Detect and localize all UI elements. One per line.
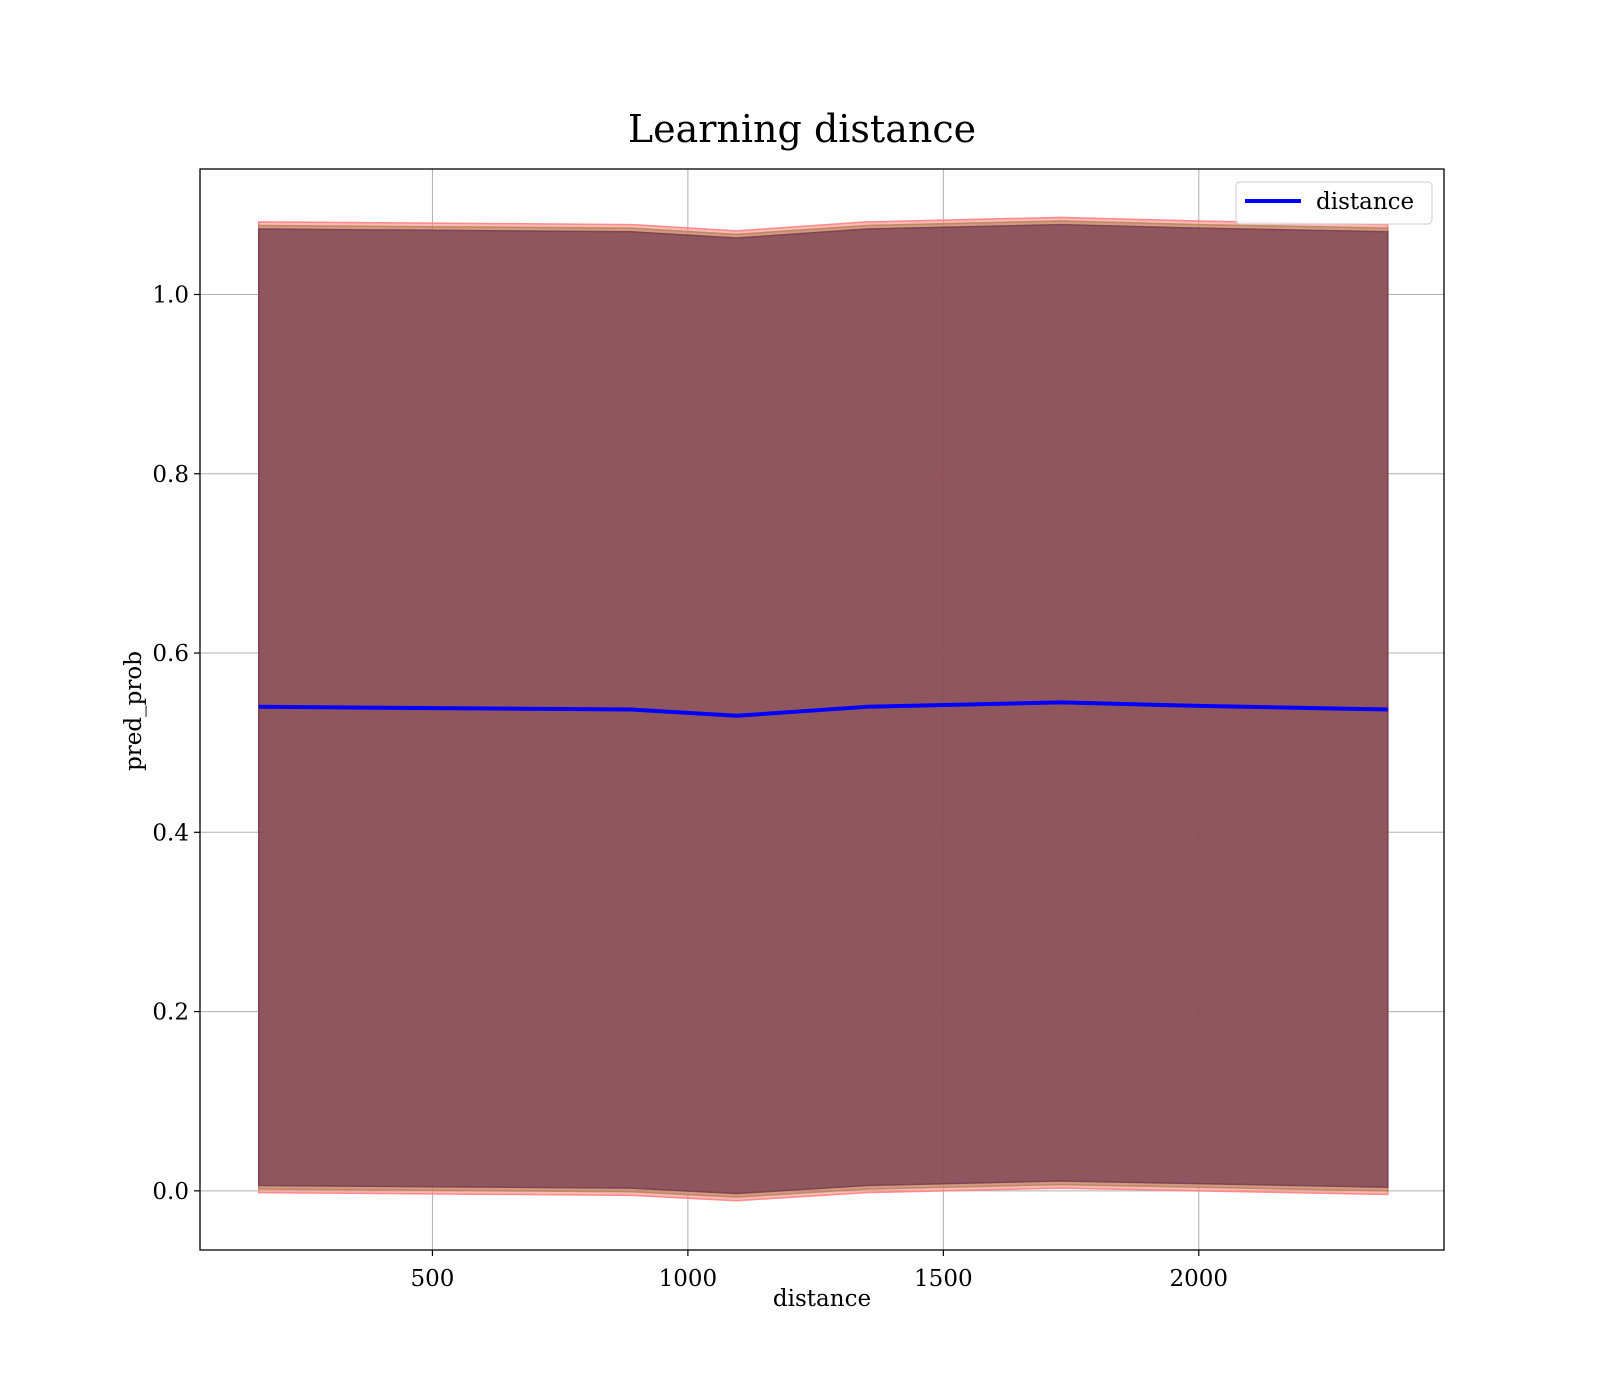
- x-tick-label: 1500: [914, 1266, 973, 1292]
- x-tick-label: 1000: [659, 1266, 718, 1292]
- y-axis-label: pred_prob: [121, 651, 147, 771]
- x-tick-label: 2000: [1170, 1266, 1229, 1292]
- plot-frame: [199, 168, 1445, 1251]
- y-tick-label: 1.0: [152, 282, 189, 308]
- y-tick-label: 0.8: [152, 462, 189, 488]
- y-tick-label: 0.6: [152, 641, 189, 667]
- y-tick-label: 0.4: [152, 820, 189, 846]
- x-tick-label: 500: [410, 1266, 454, 1292]
- legend: distance: [1235, 181, 1433, 225]
- x-axis-label: distance: [773, 1286, 871, 1312]
- legend-label: distance: [1316, 189, 1414, 215]
- series-lines: [258, 700, 1388, 718]
- axis-ticks: 500 1000 1500 2000 0.0 0.2 0.4 0.6 0.8 1.0: [152, 282, 1228, 1292]
- chart-title: Learning distance: [628, 107, 976, 151]
- y-tick-label: 0.0: [152, 1179, 189, 1205]
- series-line: [258, 700, 1388, 718]
- y-tick-label: 0.2: [152, 1000, 189, 1026]
- legend-box: [1235, 181, 1433, 225]
